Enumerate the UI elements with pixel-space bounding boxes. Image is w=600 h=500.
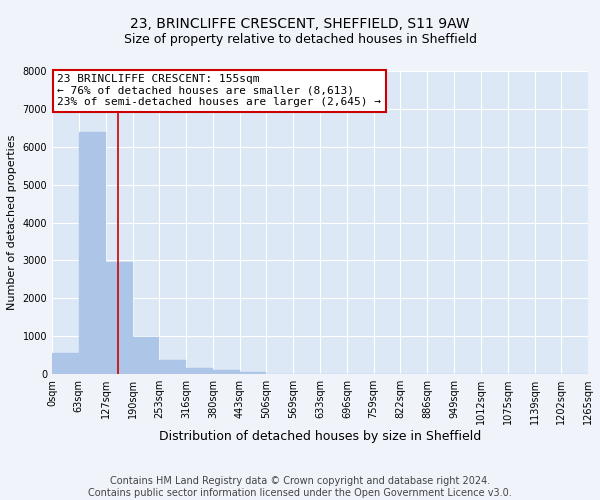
Y-axis label: Number of detached properties: Number of detached properties — [7, 135, 17, 310]
Bar — [186, 368, 213, 374]
Bar — [106, 262, 133, 374]
Text: Contains HM Land Registry data © Crown copyright and database right 2024.
Contai: Contains HM Land Registry data © Crown c… — [88, 476, 512, 498]
Text: Size of property relative to detached houses in Sheffield: Size of property relative to detached ho… — [124, 32, 476, 46]
Bar — [213, 370, 240, 374]
Bar — [52, 354, 79, 374]
X-axis label: Distribution of detached houses by size in Sheffield: Distribution of detached houses by size … — [159, 430, 481, 443]
Bar — [133, 336, 159, 374]
Bar — [240, 372, 266, 374]
Bar — [79, 132, 106, 374]
Text: 23, BRINCLIFFE CRESCENT, SHEFFIELD, S11 9AW: 23, BRINCLIFFE CRESCENT, SHEFFIELD, S11 … — [130, 18, 470, 32]
Text: 23 BRINCLIFFE CRESCENT: 155sqm
← 76% of detached houses are smaller (8,613)
23% : 23 BRINCLIFFE CRESCENT: 155sqm ← 76% of … — [58, 74, 382, 107]
Bar — [159, 360, 186, 374]
